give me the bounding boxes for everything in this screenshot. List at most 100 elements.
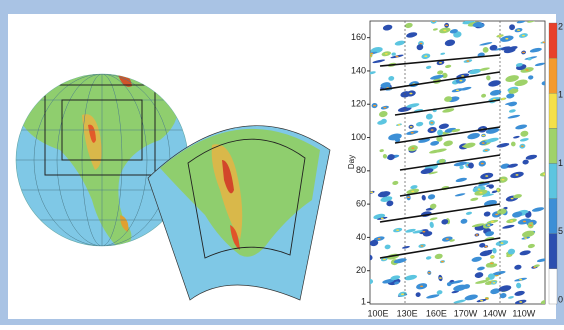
contour-blob [438,123,449,130]
y-tick-label: 100 [351,132,366,142]
contour-core [481,134,485,137]
contour-blob [488,184,494,189]
contour-blob [420,168,434,174]
contour-blob [516,21,526,24]
contour-blob [390,275,401,281]
contour-core [479,191,483,194]
globe-land [16,74,188,246]
contour-blob [483,211,491,217]
contour-blob [428,171,438,175]
contour-blob [425,256,432,260]
contour-blob [453,161,467,167]
contour-blob [478,182,490,187]
contour-core [515,174,519,176]
contour-blob [531,207,545,212]
contour-blob [392,180,399,186]
contour-core [409,126,413,128]
contour-blob [515,63,523,67]
contour-blob [404,274,418,281]
contour-core [481,142,485,144]
contour-blob [451,128,461,133]
contour-blob [514,290,525,296]
contour-blob [516,282,522,289]
contour-blob [370,47,383,54]
contour-blob [380,82,391,88]
contour-core [411,190,415,193]
x-tick-label: 160E [426,308,447,318]
globe [15,73,189,247]
contour-blob [467,133,480,140]
contour-blob [404,22,413,29]
contour-blob [485,137,499,143]
contour-blob [412,230,423,234]
contour-blob [386,200,394,207]
contour-core [445,238,449,240]
x-tick-label: 110W [512,308,535,318]
contour-core [383,106,387,109]
contour-core [443,29,447,32]
contour-blob [439,158,446,164]
contour-blob [471,256,482,262]
contour-blob [436,136,443,142]
domain-box [61,99,143,161]
contour-blob [508,88,519,94]
y-axis-label: Day [347,155,356,169]
contour-blob [380,196,393,202]
contour-core [459,79,463,82]
contour-blob [508,109,516,113]
contour-blob [472,21,483,28]
x-tick-label: 170W [454,308,478,318]
contour-core [517,29,521,31]
contour-blob [514,264,522,270]
colorbar-cell [548,268,558,305]
contour-blob [515,124,528,130]
contour-blob [514,79,528,87]
contour-core [522,51,526,54]
contour-blob [410,185,418,190]
contour-blob [528,75,534,80]
contour-blob [498,285,512,292]
contour-core [485,175,489,177]
tracks [379,54,501,259]
contour-blob [492,247,497,254]
contour-blob [455,177,467,183]
contour-blob [489,89,502,96]
contour-blob [510,141,516,147]
y-tick-label: 40 [356,232,366,242]
contour-core [490,256,494,258]
contour-blob [430,140,440,146]
contour-blob [499,292,507,299]
contour-blob [522,159,529,165]
colorbar-cell [548,22,558,59]
contour-blob [509,24,516,31]
contour-core [495,213,499,216]
contour-core [420,285,424,288]
x-tick-label: 100E [367,308,388,318]
contour-blob [500,163,510,169]
contour-blob [533,264,540,268]
colorbar-label: 0 [558,294,563,304]
contour-core [430,121,434,124]
colorbar-cell [548,57,558,94]
contour-blob [449,29,458,34]
contour-blob [379,149,384,153]
contour-blob [451,290,459,294]
contour-blob [440,52,446,55]
land-high [120,215,129,232]
colorbar-label: 5 [558,226,563,236]
contour-blob [454,193,466,197]
contour-blob [489,44,498,51]
contour-blob [513,135,520,139]
contour-core [466,60,470,62]
domain-box [187,138,306,259]
contour-blob [384,244,391,250]
contour-core [480,299,484,302]
reference-lines [404,21,501,304]
contour-blob [429,221,434,228]
contour-blob [425,113,433,120]
colorbar-cell [548,93,558,129]
contour-core [519,301,523,303]
contour-blob [525,154,538,160]
contour-core [496,189,500,191]
